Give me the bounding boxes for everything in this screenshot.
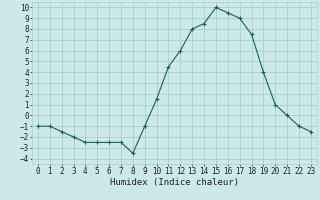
X-axis label: Humidex (Indice chaleur): Humidex (Indice chaleur) (110, 178, 239, 187)
